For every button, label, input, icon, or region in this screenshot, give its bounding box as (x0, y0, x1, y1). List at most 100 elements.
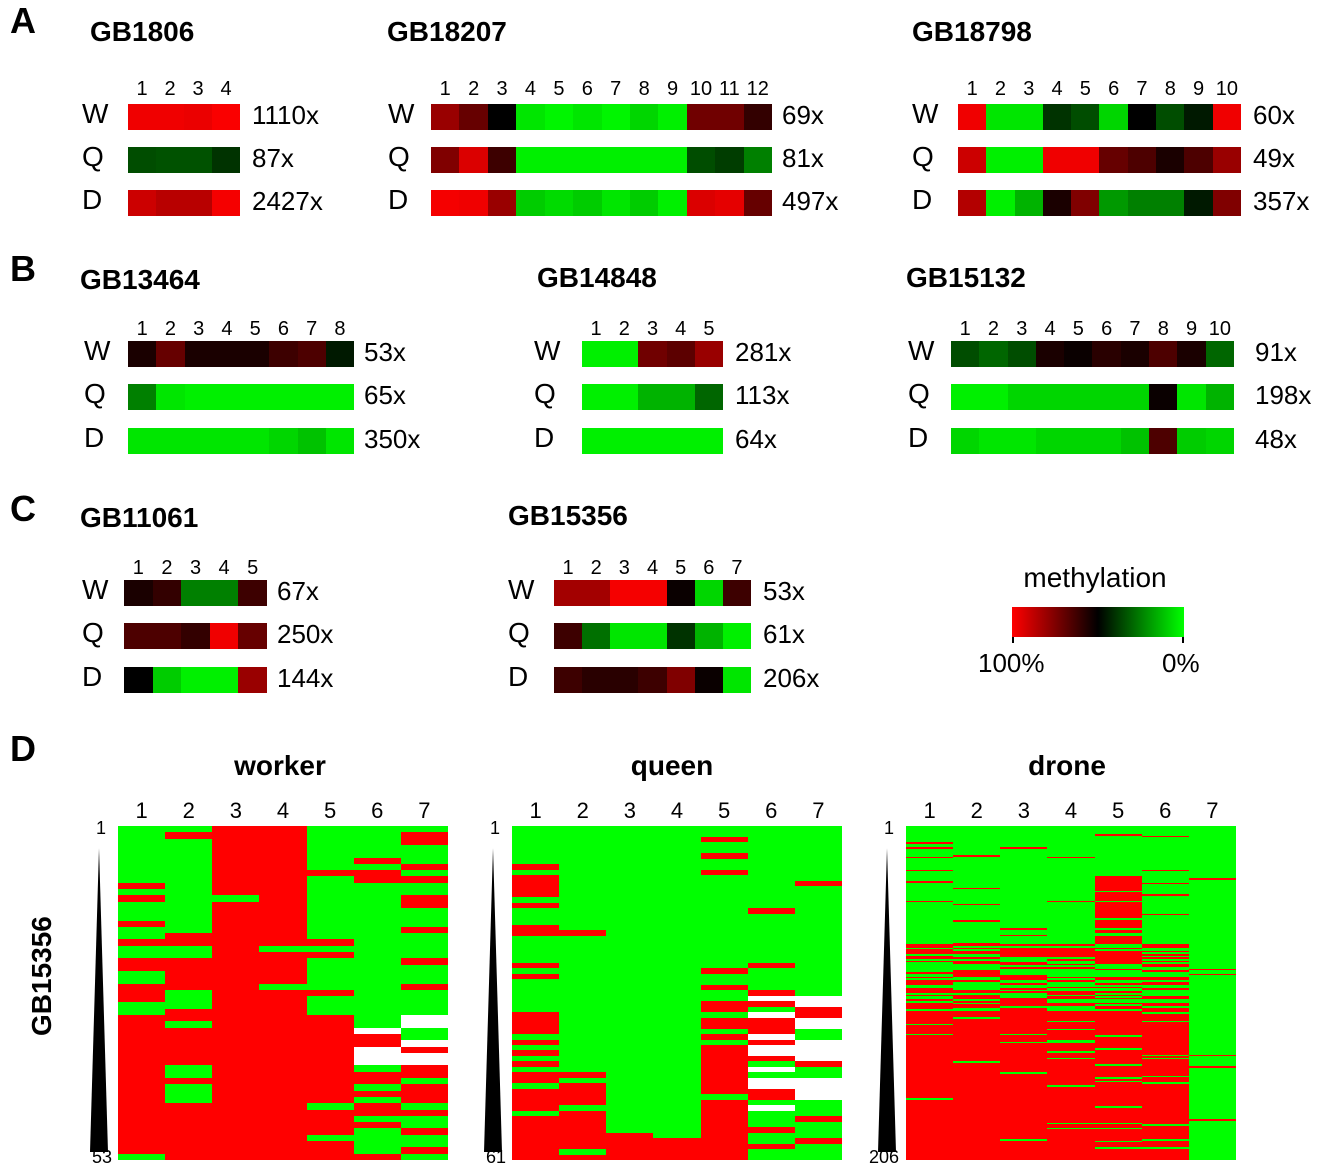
heatmap-cell (353, 1040, 402, 1048)
heatmap-cell (1188, 955, 1236, 958)
heatmap-cell (1141, 967, 1190, 970)
methylation-segment (124, 667, 153, 693)
heatmap-cell (165, 939, 213, 947)
heatmap-cell (1141, 834, 1190, 837)
heatmap-cell (700, 1034, 749, 1041)
heatmap-cell (1094, 962, 1143, 965)
heatmap-cell (1094, 874, 1143, 877)
heatmap-cell (1188, 1135, 1236, 1138)
methylation-segment (1064, 341, 1093, 367)
heatmap-cell (794, 1006, 842, 1013)
column-label: 3 (1017, 798, 1030, 823)
heatmap-cell (953, 1151, 1001, 1154)
heatmap-cell (953, 1059, 1001, 1062)
heatmap-cell (1141, 947, 1190, 950)
heatmap-cell (794, 853, 842, 860)
methylation-segment (694, 341, 724, 367)
heatmap-cell (306, 1052, 355, 1060)
heatmap-cell (906, 920, 954, 923)
heatmap-cell (1000, 1005, 1048, 1009)
heatmap-cell (747, 940, 796, 947)
heatmap-cell (1188, 838, 1236, 842)
heatmap-cell (1094, 1101, 1143, 1104)
heatmap-cell (1047, 1059, 1096, 1062)
heatmap-cell (559, 853, 607, 860)
heatmap-cell (1094, 989, 1143, 992)
heatmap-cell (306, 989, 355, 997)
heatmap-cell (953, 1088, 1001, 1091)
heatmap-cell (1188, 983, 1236, 986)
methylation-segment (128, 147, 156, 173)
heatmap-cell (559, 1127, 607, 1134)
heatmap-cell (953, 1004, 1001, 1007)
heatmap-cell (1000, 1030, 1048, 1033)
coverage-label: 81x (782, 143, 824, 173)
heatmap-cell (906, 1096, 954, 1099)
heatmap-cell (1094, 850, 1143, 853)
heatmap-cell (747, 919, 796, 926)
heatmap-cell (1094, 1010, 1143, 1013)
heatmap-cell (747, 880, 796, 887)
heatmap-cell (794, 919, 842, 926)
heatmap-cell (906, 986, 954, 989)
heatmap-cell (353, 826, 402, 833)
heatmap-cell (1094, 827, 1143, 830)
heatmap-cell (794, 1154, 842, 1160)
heatmap-cell (953, 1156, 1001, 1159)
heatmap-cell (906, 1065, 954, 1069)
heatmap-cell (906, 957, 954, 960)
heatmap-cell (1188, 1103, 1236, 1106)
heatmap-cell (747, 1028, 796, 1035)
methylation-segment (156, 190, 184, 216)
heatmap-cell (906, 1132, 954, 1135)
methylation-segment (1071, 104, 1100, 130)
methylation-segment (610, 428, 639, 454)
heatmap-cell (1000, 907, 1048, 910)
heatmap-cell (1094, 986, 1143, 989)
heatmap-cell (1141, 835, 1190, 838)
methylation-segment (958, 147, 987, 173)
heatmap-cell (559, 1110, 607, 1117)
methylation-segment (544, 190, 574, 216)
heatmap-cell (1000, 847, 1048, 850)
heatmap-cell (1141, 887, 1190, 890)
heatmap-cell (606, 1149, 654, 1156)
heatmap-cell (1094, 1104, 1143, 1107)
heatmap-cell (1000, 1069, 1048, 1072)
heatmap-cell (906, 984, 954, 987)
heatmap-cell (1094, 890, 1143, 893)
heatmap-cell (559, 1116, 607, 1123)
heatmap-cell (1141, 898, 1190, 902)
heatmap-cell (1047, 842, 1096, 845)
heatmap-cell (400, 1021, 448, 1029)
heatmap-cell (1047, 1114, 1096, 1117)
heatmap-cell (953, 920, 1001, 923)
heatmap-cell (353, 1096, 402, 1104)
heatmap-cell (1047, 1101, 1096, 1104)
heatmap-cell (1094, 847, 1143, 850)
caste-label-q: Q (908, 378, 930, 409)
heatmap-cell (906, 1044, 954, 1047)
methylation-segment (1042, 104, 1072, 130)
heatmap-cell (512, 1023, 560, 1030)
heatmap-cell (1141, 981, 1190, 984)
heatmap-cell (1094, 1017, 1143, 1020)
heatmap-cell (1094, 1043, 1143, 1046)
methylation-segment (686, 190, 716, 216)
heatmap-cell (906, 1143, 954, 1146)
heatmap-cell (906, 923, 954, 926)
heatmap-cell (1141, 895, 1190, 898)
heatmap-cell (1047, 913, 1096, 916)
heatmap-cell (1188, 1051, 1236, 1054)
heatmap-cell (1188, 1075, 1236, 1078)
heatmap-cell (700, 1138, 749, 1145)
methylation-segment (979, 341, 1008, 367)
heatmap-cell (212, 996, 260, 1003)
heatmap-cell (400, 989, 448, 997)
heatmap-cell (606, 1028, 654, 1035)
heatmap-cell (1047, 923, 1096, 926)
heatmap-cell (1047, 1124, 1096, 1127)
heatmap-cell (1188, 1093, 1236, 1096)
heatmap-cell (1094, 873, 1143, 876)
heatmap-cell (165, 863, 213, 871)
